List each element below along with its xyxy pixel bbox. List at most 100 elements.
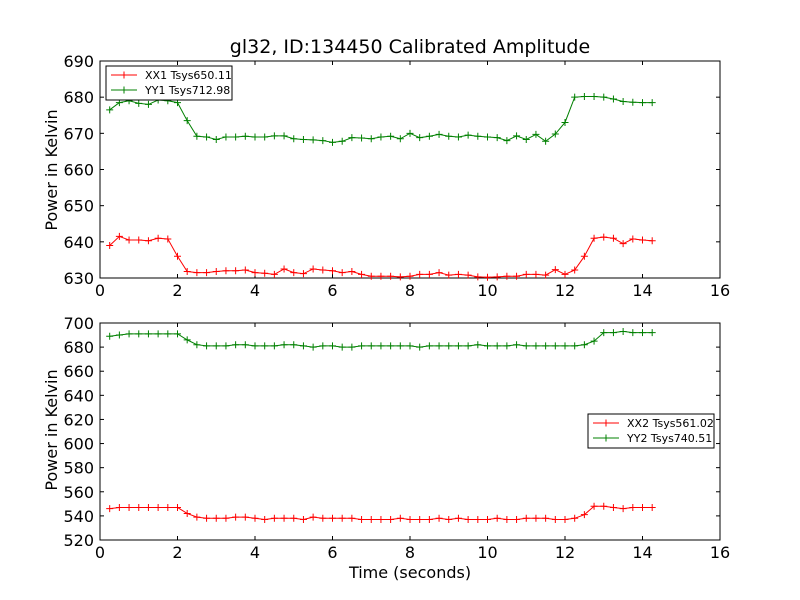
- data-point: [532, 514, 540, 522]
- data-point: [454, 133, 462, 141]
- data-point: [416, 134, 424, 142]
- data-point: [590, 502, 598, 510]
- data-point: [600, 329, 608, 337]
- legend-label: XX1 Tsys650.11: [145, 69, 232, 82]
- data-point: [406, 516, 414, 524]
- legend-label: YY1 Tsys712.98: [144, 84, 230, 97]
- data-point: [106, 241, 114, 249]
- data-point: [493, 514, 501, 522]
- data-point: [551, 266, 559, 274]
- data-point: [639, 236, 646, 244]
- data-point: [290, 269, 298, 277]
- data-point: [270, 132, 278, 140]
- legend-marker: [602, 434, 610, 442]
- data-point: [203, 269, 211, 277]
- data-point: [387, 342, 395, 350]
- data-point: [115, 232, 123, 240]
- data-point: [513, 516, 521, 524]
- data-point: [232, 267, 240, 275]
- data-point: [251, 514, 259, 522]
- data-point: [648, 329, 656, 337]
- data-point: [377, 133, 385, 141]
- data-point: [561, 516, 569, 524]
- data-point: [241, 513, 249, 521]
- data-point: [639, 503, 646, 511]
- data-point: [542, 514, 550, 522]
- y-tick-label: 580: [63, 459, 94, 478]
- data-point: [261, 133, 269, 141]
- data-point: [144, 503, 152, 511]
- x-tick-label: 10: [477, 281, 497, 300]
- data-point: [493, 273, 501, 281]
- data-point: [571, 266, 579, 274]
- data-point: [164, 503, 172, 511]
- data-point: [513, 341, 521, 349]
- chart-title: gl32, ID:134450 Calibrated Amplitude: [230, 36, 590, 58]
- data-point: [106, 505, 114, 513]
- data-point: [425, 132, 433, 140]
- data-point: [154, 234, 162, 242]
- data-point: [425, 516, 433, 524]
- data-point: [600, 502, 608, 510]
- data-point: [222, 267, 230, 275]
- data-point: [474, 132, 482, 140]
- data-point: [464, 516, 472, 524]
- data-point: [377, 342, 385, 350]
- data-point: [338, 514, 346, 522]
- data-point: [571, 93, 579, 101]
- data-point: [135, 330, 143, 338]
- legend: XX1 Tsys650.11 YY1 Tsys712.98: [105, 65, 233, 101]
- data-point: [135, 236, 143, 244]
- x-tick-label: 4: [250, 281, 260, 300]
- data-point: [532, 342, 540, 350]
- data-point: [503, 272, 511, 280]
- data-point: [474, 341, 482, 349]
- data-point: [474, 273, 482, 281]
- data-point: [629, 329, 637, 337]
- data-point: [387, 132, 395, 140]
- data-point: [329, 138, 336, 146]
- legend: XX2 Tsys561.02 YY2 Tsys740.51: [587, 413, 715, 449]
- y-tick-label: 630: [63, 269, 94, 288]
- x-tick-label: 0: [95, 543, 105, 562]
- data-point: [445, 516, 453, 524]
- data-point: [241, 132, 249, 140]
- data-point: [115, 503, 123, 511]
- data-point: [270, 342, 278, 350]
- y-tick-label: 670: [63, 124, 94, 143]
- data-point: [261, 269, 269, 277]
- data-point: [338, 269, 346, 277]
- data-point: [387, 516, 395, 524]
- data-point: [106, 332, 114, 340]
- data-point: [503, 516, 511, 524]
- data-point: [222, 514, 230, 522]
- data-point: [639, 99, 646, 107]
- data-point: [261, 342, 269, 350]
- data-point: [358, 342, 366, 350]
- data-point: [319, 137, 327, 145]
- data-point: [174, 252, 181, 260]
- y-tick-label: 700: [63, 314, 94, 333]
- data-point: [193, 513, 201, 521]
- data-point: [609, 329, 617, 337]
- data-point: [203, 514, 211, 522]
- x-tick-label: 16: [710, 281, 730, 300]
- data-point: [619, 505, 627, 513]
- data-point: [348, 267, 356, 275]
- data-point: [532, 270, 540, 278]
- data-point: [358, 134, 366, 142]
- data-point: [396, 342, 404, 350]
- legend-box: [105, 65, 233, 101]
- data-point: [367, 272, 375, 280]
- data-point: [648, 237, 656, 245]
- data-point: [261, 516, 269, 524]
- data-point: [629, 503, 637, 511]
- data-point: [396, 135, 404, 143]
- data-point: [299, 135, 307, 143]
- data-point: [193, 341, 201, 349]
- data-point: [164, 330, 172, 338]
- data-point: [348, 514, 356, 522]
- data-point: [348, 134, 356, 142]
- data-point: [299, 270, 307, 278]
- top-panel: 0 2 4 6 8 10 12 14 16 630 640 650 660 670 680 690 XX1 Ts…: [63, 52, 730, 300]
